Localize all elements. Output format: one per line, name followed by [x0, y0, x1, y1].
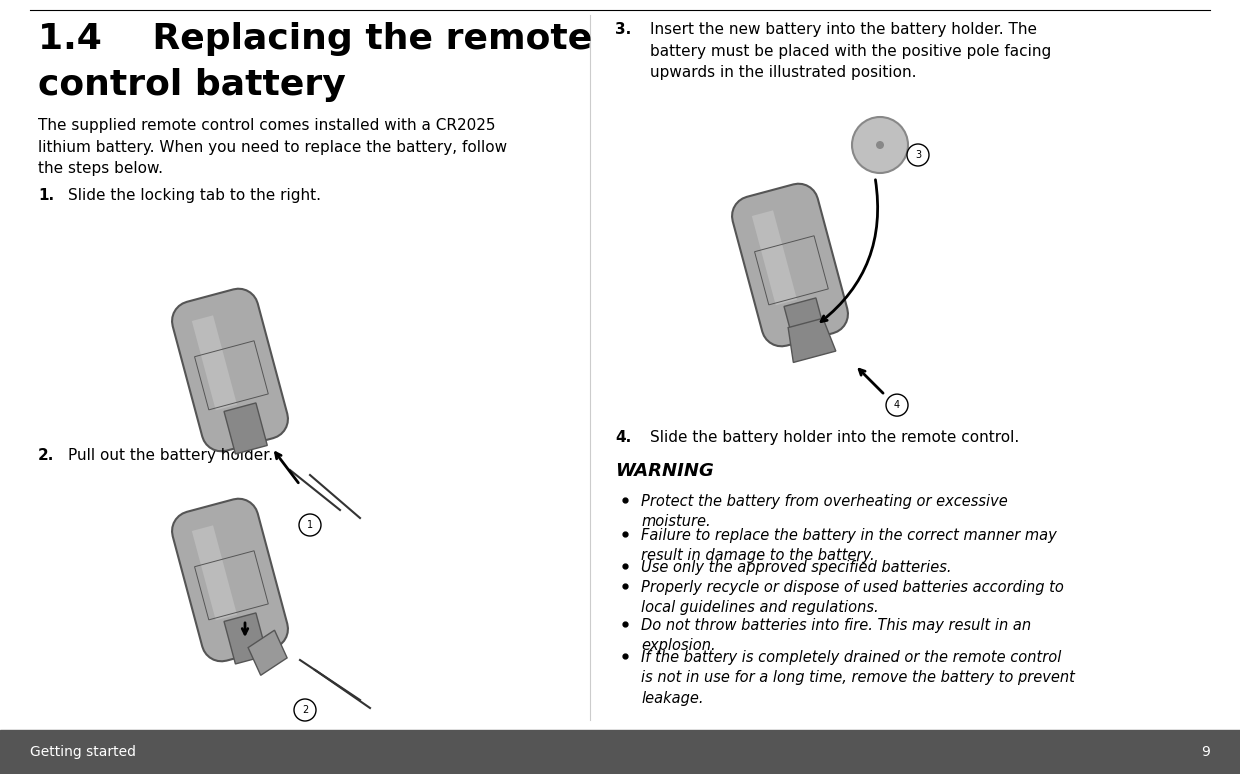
- Text: control battery: control battery: [38, 68, 346, 102]
- Text: The supplied remote control comes installed with a CR2025
lithium battery. When : The supplied remote control comes instal…: [38, 118, 507, 176]
- Text: Insert the new battery into the battery holder. The
battery must be placed with : Insert the new battery into the battery …: [650, 22, 1052, 80]
- Text: 1: 1: [308, 520, 312, 530]
- Text: 3: 3: [915, 150, 921, 160]
- Polygon shape: [224, 403, 268, 454]
- Polygon shape: [192, 526, 237, 620]
- Text: Properly recycle or dispose of used batteries according to
local guidelines and : Properly recycle or dispose of used batt…: [641, 580, 1064, 615]
- Circle shape: [906, 144, 929, 166]
- Circle shape: [852, 117, 908, 173]
- Text: 3.: 3.: [615, 22, 631, 37]
- Circle shape: [887, 394, 908, 416]
- Polygon shape: [751, 211, 797, 305]
- Text: Use only the approved specified batteries.: Use only the approved specified batterie…: [641, 560, 951, 575]
- Bar: [0, 730, 1240, 774]
- Text: 1.: 1.: [38, 188, 55, 203]
- Text: 4.: 4.: [615, 430, 631, 445]
- Polygon shape: [732, 183, 848, 346]
- Polygon shape: [784, 298, 827, 349]
- Text: Do not throw batteries into fire. This may result in an
explosion.: Do not throw batteries into fire. This m…: [641, 618, 1032, 653]
- Text: 9: 9: [1202, 745, 1210, 759]
- Text: Getting started: Getting started: [30, 745, 136, 759]
- Polygon shape: [192, 315, 237, 410]
- Circle shape: [294, 699, 316, 721]
- Circle shape: [299, 514, 321, 536]
- Text: If the battery is completely drained or the remote control
is not in use for a l: If the battery is completely drained or …: [641, 650, 1075, 706]
- Polygon shape: [172, 289, 288, 451]
- Text: Slide the locking tab to the right.: Slide the locking tab to the right.: [68, 188, 321, 203]
- Text: 1.4    Replacing the remote: 1.4 Replacing the remote: [38, 22, 593, 56]
- Polygon shape: [224, 613, 268, 664]
- Text: WARNING: WARNING: [615, 462, 714, 480]
- Text: Pull out the battery holder.: Pull out the battery holder.: [68, 448, 273, 463]
- Text: 2: 2: [301, 705, 308, 715]
- Text: Failure to replace the battery in the correct manner may
result in damage to the: Failure to replace the battery in the co…: [641, 528, 1056, 563]
- Polygon shape: [248, 630, 288, 675]
- Text: 4: 4: [894, 400, 900, 410]
- Text: Protect the battery from overheating or excessive
moisture.: Protect the battery from overheating or …: [641, 494, 1008, 529]
- Polygon shape: [789, 318, 836, 362]
- Text: Slide the battery holder into the remote control.: Slide the battery holder into the remote…: [650, 430, 1019, 445]
- Polygon shape: [172, 498, 288, 661]
- Text: 2.: 2.: [38, 448, 55, 463]
- Circle shape: [875, 141, 884, 149]
